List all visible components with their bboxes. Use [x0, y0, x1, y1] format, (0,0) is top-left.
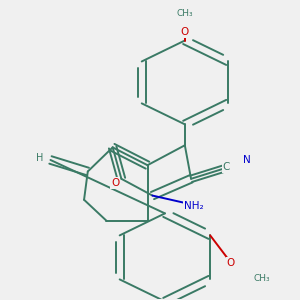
Text: O: O: [181, 27, 189, 37]
Text: NH₂: NH₂: [184, 201, 204, 211]
Text: H: H: [36, 154, 44, 164]
Text: O: O: [111, 178, 119, 188]
Text: O: O: [227, 258, 235, 268]
Text: CH₃: CH₃: [254, 274, 270, 283]
Text: C: C: [223, 162, 230, 172]
Text: N: N: [243, 155, 251, 165]
Text: CH₃: CH₃: [176, 9, 193, 18]
